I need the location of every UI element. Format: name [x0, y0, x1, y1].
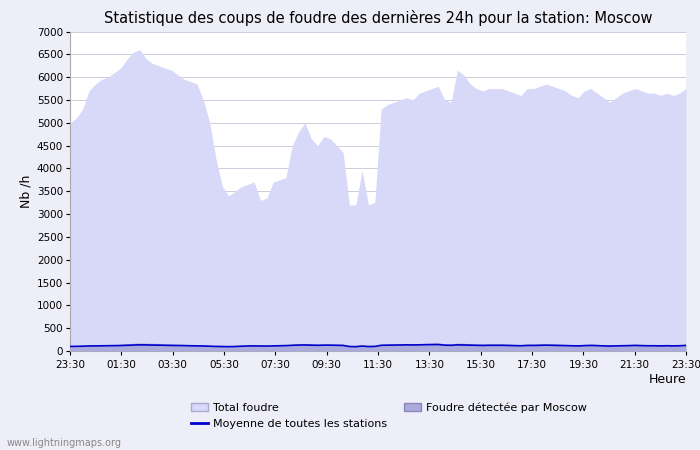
Title: Statistique des coups de foudre des dernières 24h pour la station: Moscow: Statistique des coups de foudre des dern…	[104, 10, 652, 26]
Text: Heure: Heure	[648, 374, 686, 387]
Text: www.lightningmaps.org: www.lightningmaps.org	[7, 438, 122, 448]
Y-axis label: Nb /h: Nb /h	[20, 175, 33, 208]
Legend: Total foudre, Moyenne de toutes les stations, Foudre détectée par Moscow: Total foudre, Moyenne de toutes les stat…	[186, 398, 592, 433]
